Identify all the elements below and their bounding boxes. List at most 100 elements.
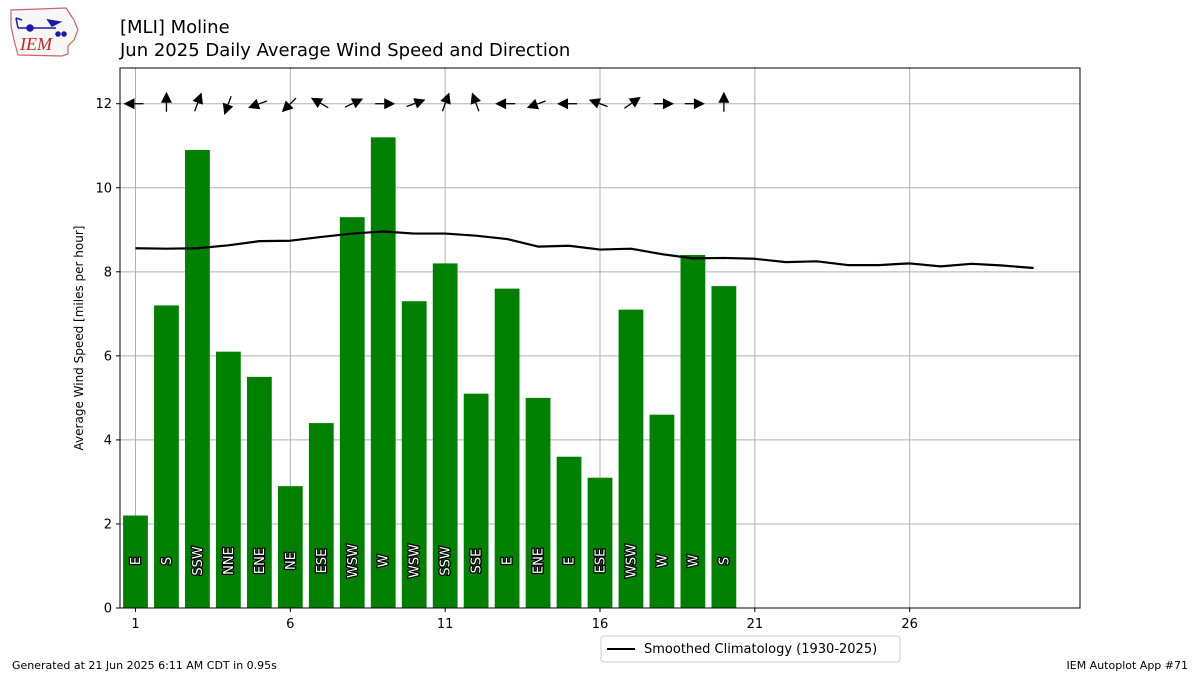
wind-arrow-shaft-day-8: [344, 102, 354, 108]
wind-arrow-head-day-12: [470, 92, 481, 105]
x-tick-label: 6: [286, 617, 294, 632]
direction-label-day-11: SSW: [439, 546, 454, 576]
direction-label-day-9: W: [377, 554, 392, 567]
logo-text: IEM: [19, 34, 53, 54]
direction-label-day-8: WSW: [346, 544, 361, 578]
wind-arrow-head-day-9: [384, 98, 396, 110]
wind-arrow-head-day-3: [192, 92, 203, 105]
legend-box: [600, 635, 901, 663]
wind-arrow-head-day-17: [628, 96, 641, 108]
chart-title-station: [MLI] Moline: [120, 17, 230, 38]
y-axis-label: Average Wind Speed [miles per hour]: [72, 226, 86, 451]
bar-day-6: [277, 486, 303, 608]
y-tick-label: 10: [95, 181, 112, 196]
y-tick-label: 4: [104, 433, 112, 448]
direction-label-day-17: WSW: [624, 544, 639, 578]
bar-day-10: [401, 301, 427, 608]
bar-day-9: [370, 137, 396, 609]
y-tick-label: 0: [104, 602, 112, 617]
weather-station-icon: [15, 17, 67, 37]
bar-day-18: [649, 414, 675, 608]
y-tick-label: 2: [104, 517, 112, 532]
bar-day-15: [556, 456, 582, 608]
bar-day-8: [339, 217, 365, 609]
bar-day-2: [154, 305, 179, 608]
wind-arrow-shaft-day-6: [289, 97, 297, 105]
climatology-line: [135, 230, 1034, 270]
bar-day-7: [308, 423, 334, 608]
bar-day-13: [494, 288, 520, 608]
wind-arrow-head-day-15: [557, 98, 569, 110]
direction-label-day-18: W: [655, 554, 670, 567]
wind-arrow-shaft-day-10: [406, 102, 416, 108]
bars: [123, 137, 737, 609]
direction-label-day-1: E: [129, 557, 144, 565]
direction-label-day-15: E: [563, 557, 578, 565]
wind-arrow-shaft-day-3: [194, 102, 199, 112]
wind-arrow-head-day-7: [310, 97, 324, 108]
wind-arrow-head-day-4: [222, 102, 234, 115]
y-tick-label: 8: [104, 265, 112, 280]
direction-label-day-10: WSW: [408, 544, 423, 578]
wind-direction-arrows: [123, 91, 730, 115]
x-tick-label: 11: [437, 617, 454, 632]
x-tick-label: 21: [747, 617, 764, 632]
app-attribution: IEM Autoplot App #71: [1066, 659, 1189, 672]
bar-day-20: [711, 286, 737, 608]
y-tick-label: 12: [95, 97, 112, 112]
y-tick-label: 6: [104, 349, 112, 364]
wind-arrow-head-day-8: [350, 98, 364, 109]
wind-arrow-head-day-16: [588, 98, 601, 109]
wind-arrow-head-day-13: [495, 98, 507, 110]
wind-arrow-head-day-5: [248, 98, 261, 110]
wind-arrow-shaft-day-17: [624, 102, 633, 109]
x-tick-label: 16: [592, 617, 609, 632]
wind-arrow-shaft-day-12: [475, 102, 480, 112]
direction-label-day-12: SSE: [470, 549, 485, 574]
iowa-outline-icon: [10, 7, 79, 57]
chart-title: Jun 2025 Daily Average Wind Speed and Di…: [120, 40, 571, 61]
direction-label-day-7: ESE: [315, 549, 330, 574]
bar-day-11: [432, 263, 458, 608]
direction-label-day-4: NNE: [222, 547, 237, 575]
bar-day-14: [525, 397, 551, 608]
wind-arrow-head-day-11: [440, 92, 451, 105]
direction-label-day-13: E: [501, 557, 516, 565]
direction-label-day-3: SSW: [191, 546, 206, 576]
direction-label-day-5: ENE: [253, 548, 268, 574]
wind-arrow-shaft-day-14: [536, 100, 546, 105]
legend: Smoothed Climatology (1930-2025): [600, 635, 901, 663]
wind-arrow-shaft-day-7: [320, 102, 329, 109]
bar-day-19: [680, 255, 706, 608]
wind-arrow-head-day-20: [718, 91, 730, 103]
direction-labels: E S SSW NNE ENE NE ESE WSW W WSW SSW SSE E ENE E ESE WSW…: [128, 543, 734, 580]
climatology-series: [135, 230, 1034, 270]
bar-day-3: [185, 149, 210, 608]
direction-label-day-6: NE: [284, 552, 299, 570]
bar-day-17: [618, 309, 644, 608]
bar-day-12: [463, 393, 489, 608]
wind-arrow-head-day-2: [160, 91, 172, 103]
direction-label-day-19: W: [686, 554, 701, 567]
direction-label-day-20: S: [717, 557, 732, 565]
wind-arrow-head-day-1: [123, 98, 135, 110]
iem-logo: IEM: [10, 7, 79, 57]
bar-day-5: [246, 376, 272, 608]
wind-arrow-shaft-day-11: [441, 102, 447, 112]
wind-arrow-shaft-day-5: [258, 100, 268, 105]
bar-day-1: [123, 515, 148, 608]
direction-label-day-14: ENE: [532, 548, 547, 574]
bar-day-16: [587, 477, 613, 608]
direction-label-day-2: S: [160, 557, 175, 565]
wind-arrow-shaft-day-4: [227, 95, 232, 105]
wind-arrow-head-day-14: [526, 98, 540, 110]
bar-day-4: [216, 351, 241, 608]
x-tick-label: 26: [901, 617, 918, 632]
generated-timestamp: Generated at 21 Jun 2025 6:11 AM CDT in …: [12, 659, 277, 672]
wind-arrow-head-day-19: [693, 98, 705, 110]
wind-arrow-shaft-day-16: [598, 102, 608, 108]
x-tick-label: 1: [131, 617, 139, 632]
wind-arrow-head-day-6: [281, 100, 294, 113]
